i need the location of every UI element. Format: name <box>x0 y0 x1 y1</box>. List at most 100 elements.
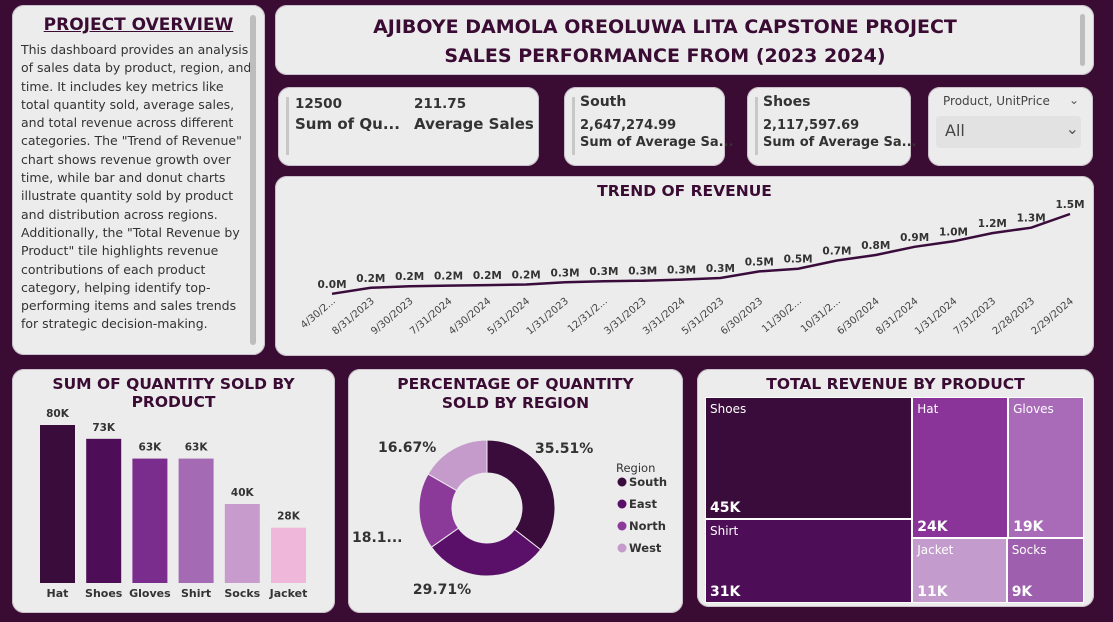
bar-gloves <box>132 458 168 583</box>
treemap-tile-hat[interactable]: Hat 24K <box>912 397 1009 538</box>
x-tick-label: 6/30/2024 <box>835 296 881 337</box>
treemap-tile-shoes[interactable]: Shoes 45K <box>705 397 913 519</box>
revenue-data-label: 0.3M <box>667 265 696 277</box>
kpi-region-label: Sum of Average Sa... <box>580 135 734 150</box>
quantity-by-region-panel: PERCENTAGE OF QUANTITY SOLD BY REGION 35… <box>348 369 683 613</box>
legend-marker <box>617 499 627 509</box>
x-tick-label: 6/30/2023 <box>719 296 765 337</box>
legend-item: North <box>629 519 666 533</box>
product-unitprice-slicer: Product, UnitPrice ⌄ All ⌄ <box>928 87 1093 166</box>
x-category-label: Shoes <box>85 587 123 600</box>
kpi-card-top-product: Shoes 2,117,597.69 Sum of Average Sa... <box>747 87 916 166</box>
slice-data-label: 18.1... <box>352 530 403 546</box>
treemap-tile-name: Shirt <box>710 523 739 538</box>
x-category-label: Shirt <box>181 587 211 600</box>
slice-data-label: 29.71% <box>413 582 471 598</box>
x-category-label: Jacket <box>269 587 308 600</box>
header-panel: AJIBOYE DAMOLA OREOLUWA LITA CAPSTONE PR… <box>275 5 1094 75</box>
kpi-region-value: 2,647,274.99 <box>580 118 677 133</box>
revenue-by-product-panel: TOTAL REVENUE BY PRODUCT Shoes 45K Shirt 31… <box>697 369 1094 607</box>
slicer-label: Product, UnitPrice <box>943 94 1050 108</box>
header-subtitle: SALES PERFORMANCE FROM (2023 2024) <box>444 45 886 67</box>
treemap-tile-value: 45K <box>710 499 741 516</box>
treemap-tile-value: 11K <box>917 583 948 600</box>
x-tick-label: 5/31/2024 <box>486 296 532 337</box>
slicer-selected-value[interactable]: All <box>945 121 965 140</box>
kpi-product-value: 2,117,597.69 <box>763 118 860 133</box>
collapse-chevron-icon[interactable]: ⌄ <box>1068 93 1079 107</box>
kpi-average-value: 211.75 <box>414 96 467 112</box>
legend-marker <box>617 477 627 487</box>
revenue-data-label: 0.2M <box>434 271 463 283</box>
revenue-data-label: 1.3M <box>1017 213 1046 225</box>
treemap-tile-jacket[interactable]: Jacket 11K <box>912 537 1007 603</box>
slice-south <box>486 439 556 551</box>
x-tick-label: 1/31/2024 <box>913 296 959 337</box>
chevron-down-icon[interactable]: ⌄ <box>1065 119 1079 138</box>
overview-scrollbar[interactable] <box>250 15 256 345</box>
treemap-tile-value: 19K <box>1013 518 1044 535</box>
treemap-tile-name: Hat <box>917 402 939 416</box>
legend-item: East <box>629 497 657 511</box>
bar-data-label: 40K <box>231 487 255 499</box>
quantity-by-product-panel: SUM OF QUANTITY SOLD BY PRODUCT 80K Hat 73… <box>12 369 335 613</box>
header-scrollbar[interactable] <box>1080 14 1085 66</box>
trend-chart: 0.0M 4/30/2... 0.2M 8/31/2023 0.2M 9/30/2023 0… <box>299 199 1085 337</box>
x-tick-label: 2/28/2023 <box>991 296 1037 337</box>
trend-of-revenue-panel: TREND OF REVENUE 0.0M 4/30/2... 0.2M 8/31/2… <box>275 176 1094 356</box>
revenue-data-label: 0.3M <box>628 266 657 278</box>
legend-item: South <box>629 475 667 489</box>
revenue-data-label: 0.7M <box>822 245 851 257</box>
bar-hat <box>40 425 75 583</box>
treemap-tile-name: Jacket <box>917 542 954 557</box>
treemap-tile-shirt[interactable]: Shirt 31K <box>705 518 913 603</box>
slice-east <box>430 527 542 577</box>
x-tick-label: 9/30/2023 <box>369 296 415 337</box>
project-overview-panel: PROJECT OVERVIEW This dashboard provides… <box>12 5 265 355</box>
x-tick-label: 1/31/2023 <box>525 296 571 337</box>
x-category-label: Gloves <box>129 587 171 600</box>
x-tick-label: 11/30/2... <box>760 296 804 335</box>
treemap-tile-gloves[interactable]: Gloves 19K <box>1008 397 1084 538</box>
qty-bar-chart: 80K Hat 73K Shoes 63K Gloves 63K Shirt 40K Socks 2… <box>40 408 308 600</box>
x-tick-label: 7/31/2023 <box>952 296 998 337</box>
slicer-dropdown[interactable] <box>936 116 1081 148</box>
treemap-tile-name: Socks <box>1011 542 1047 557</box>
revenue-data-label: 0.2M <box>512 270 541 282</box>
bar-shirt <box>178 458 214 583</box>
card-divider <box>286 97 289 155</box>
revenue-line <box>331 212 1071 296</box>
revenue-data-label: 0.5M <box>784 254 813 266</box>
bar-data-label: 63K <box>185 442 209 454</box>
legend-marker <box>617 543 627 553</box>
x-tick-label: 8/31/2024 <box>874 296 920 337</box>
bar-data-label: 80K <box>46 408 70 420</box>
kpi-card-quantity-average: 12500 Sum of Qu... 211.75 Average Sales <box>278 87 539 166</box>
x-tick-label: 8/31/2023 <box>330 296 376 337</box>
bar-data-label: 63K <box>139 442 163 454</box>
revenue-data-label: 0.3M <box>706 263 735 275</box>
x-tick-label: 2/29/2024 <box>1030 296 1076 337</box>
overview-text: This dashboard provides an analysis of s… <box>21 42 252 332</box>
revenue-data-label: 0.2M <box>356 273 385 285</box>
legend-marker <box>617 521 627 531</box>
x-tick-label: 3/31/2023 <box>602 296 648 337</box>
treemap-title: TOTAL REVENUE BY PRODUCT <box>766 375 1025 393</box>
bar-data-label: 73K <box>92 422 116 434</box>
header-title: AJIBOYE DAMOLA OREOLUWA LITA CAPSTONE PR… <box>373 16 957 38</box>
revenue-data-label: 0.3M <box>551 267 580 279</box>
x-tick-label: 4/30/2... <box>299 296 338 331</box>
treemap-tile-socks[interactable]: Socks 9K <box>1006 537 1084 603</box>
revenue-data-label: 0.8M <box>861 240 890 252</box>
trend-chart-title: TREND OF REVENUE <box>597 182 772 200</box>
slice-data-label: 35.51% <box>535 441 593 457</box>
bar-socks <box>224 504 260 583</box>
kpi-card-top-region: South 2,647,274.99 Sum of Average Sa... <box>564 87 733 166</box>
revenue-data-label: 0.2M <box>473 270 502 282</box>
bar-shoes <box>86 438 122 583</box>
kpi-product-name: Shoes <box>763 94 811 110</box>
bar-data-label: 28K <box>277 511 301 523</box>
revenue-data-label: 0.3M <box>589 266 618 278</box>
card-divider <box>572 97 575 155</box>
